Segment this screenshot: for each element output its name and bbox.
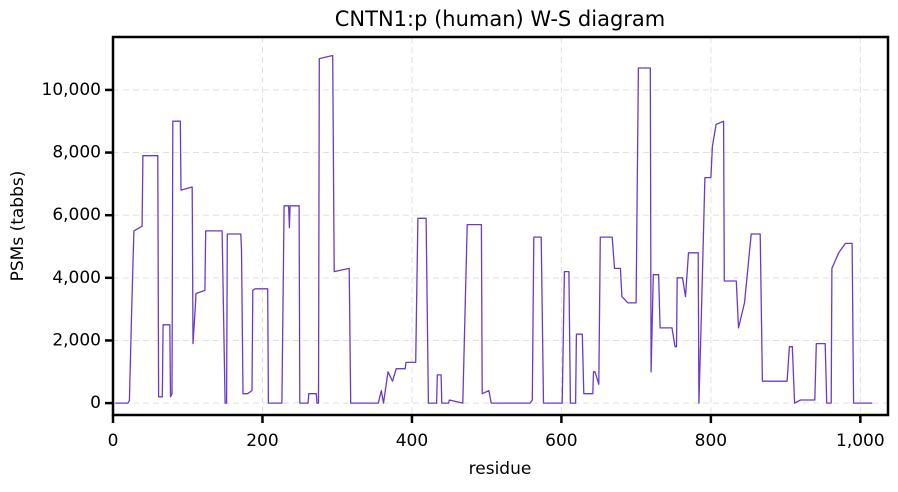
x-tick-label: 0 bbox=[108, 431, 119, 451]
x-tick-label: 400 bbox=[396, 431, 428, 451]
y-tick-label: 2,000 bbox=[52, 330, 101, 350]
y-tick-label: 4,000 bbox=[52, 268, 101, 288]
data-line bbox=[115, 54, 873, 404]
y-tick-label: 10,000 bbox=[42, 80, 101, 100]
y-tick-label: 0 bbox=[90, 393, 101, 413]
x-tick-label: 200 bbox=[246, 431, 278, 451]
x-tick-label: 600 bbox=[545, 431, 577, 451]
plot-frame bbox=[111, 35, 890, 417]
x-tick-label: 800 bbox=[695, 431, 727, 451]
y-axis-label: PSMs (tabbs) bbox=[8, 171, 28, 282]
chart-title: CNTN1:p (human) W-S diagram bbox=[335, 7, 665, 31]
x-axis-label: residue bbox=[469, 459, 532, 479]
y-tick-label: 6,000 bbox=[52, 205, 101, 225]
y-tick-label: 8,000 bbox=[52, 143, 101, 163]
x-tick-label: 1,000 bbox=[836, 431, 885, 451]
